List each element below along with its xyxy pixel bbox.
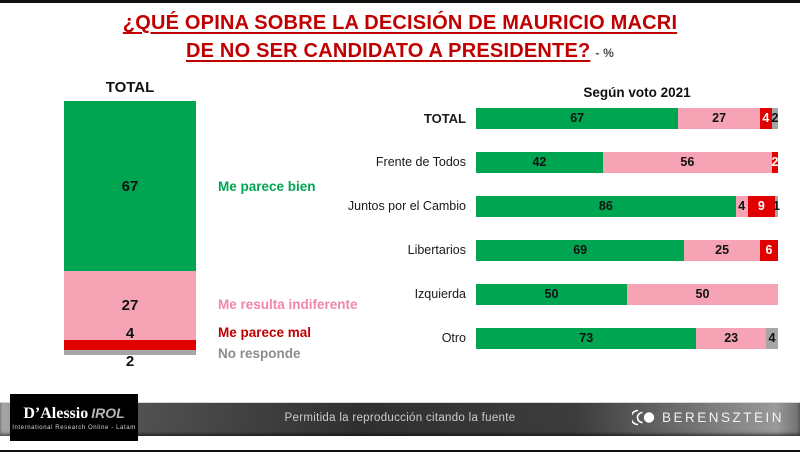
berensztein-logo-icon xyxy=(631,409,655,426)
bar-segment-green: 86 xyxy=(476,195,736,217)
bar-segment-value: 1 xyxy=(772,198,780,213)
bar-segment-red: 4 xyxy=(759,107,772,129)
dalessio-logo-text: D’Alessio xyxy=(23,404,89,422)
total-bar-segment-pink xyxy=(64,271,196,340)
bar-segment-pink: 50 xyxy=(627,283,778,305)
footer-source-note: Permitida la reproducción citando la fue… xyxy=(284,412,516,424)
bar-segment-pink: 56 xyxy=(602,151,772,173)
bar-row: Libertarios 69 25 6 xyxy=(170,239,790,261)
bar-segment-value: 67 xyxy=(570,110,585,125)
title-percent-suffix: - % xyxy=(595,46,615,61)
bar-segment-value: 4 xyxy=(738,198,746,213)
total-chart-title: TOTAL xyxy=(105,79,155,96)
bar-segment-value: 73 xyxy=(579,330,594,345)
bar-segment-red: 2 xyxy=(771,151,779,173)
dalessio-irol-logo: D’Alessio IROL International Research Onl… xyxy=(10,394,138,441)
bar-row-track: 69 25 6 xyxy=(476,239,778,261)
bar-segment-value: 69 xyxy=(573,242,588,257)
bar-segment-gray: 2 xyxy=(771,107,779,129)
bar-segment-green: 42 xyxy=(476,151,603,173)
legend-item-bien: Me parece bien xyxy=(218,179,316,194)
dalessio-logo-subtitle: International Research Online - Latam xyxy=(12,424,136,431)
bar-row-label: Libertarios xyxy=(407,243,466,257)
bar-segment-pink: 25 xyxy=(684,239,760,261)
bar-segment-value: 2 xyxy=(771,154,779,169)
bar-segment-green: 50 xyxy=(476,283,627,305)
bar-segment-value: 86 xyxy=(598,198,613,213)
segun-voto-title: Según voto 2021 xyxy=(583,85,691,100)
bar-segment-value: 50 xyxy=(544,286,559,301)
bar-segment-value: 4 xyxy=(768,330,776,345)
page-title: ¿QUÉ OPINA SOBRE LA DECISIÓN DE MAURICIO… xyxy=(0,9,800,66)
total-bar-value: 27 xyxy=(121,296,139,314)
bar-segment-green: 67 xyxy=(476,107,679,129)
bar-row-label: Otro xyxy=(441,331,466,345)
title-line1: ¿QUÉ OPINA SOBRE LA DECISIÓN DE MAURICIO… xyxy=(122,12,678,34)
bar-row-track: 86 4 9 1 xyxy=(476,195,780,217)
bar-segment-value: 42 xyxy=(532,154,547,169)
bar-segment-green: 69 xyxy=(476,239,685,261)
bar-segment-value: 2 xyxy=(771,110,779,125)
bar-row: Otro 73 23 4 xyxy=(170,327,790,349)
bar-row-label: Frente de Todos xyxy=(375,155,466,169)
segun-voto-rows: TOTAL 67 27 4 2 Frente de Todos 42 56 2 Juntos po… xyxy=(170,107,790,371)
bar-row-track: 67 27 4 2 xyxy=(476,107,779,129)
total-bar-segment-gray xyxy=(64,349,196,355)
total-bar-segment-green xyxy=(64,101,196,272)
legend-item-mal: Me parece mal xyxy=(218,325,312,340)
bar-segment-red: 9 xyxy=(747,195,775,217)
legend: Me parece bien Me resulta indiferente Me… xyxy=(218,101,418,363)
total-bar-value: 67 xyxy=(121,177,139,195)
bar-segment-value: 27 xyxy=(712,110,727,125)
bar-segment-value: 23 xyxy=(724,330,739,345)
total-bar-value: 4 xyxy=(125,324,135,342)
irol-logo-text: IROL xyxy=(91,404,125,421)
bar-segment-gray: 1 xyxy=(772,195,780,217)
bar-segment-pink: 23 xyxy=(696,327,766,349)
total-bar-segment-red xyxy=(64,339,196,350)
bar-row: Izquierda 50 50 xyxy=(170,283,790,305)
bar-row: Frente de Todos 42 56 2 xyxy=(170,151,790,173)
legend-item-no-responde: No responde xyxy=(218,346,301,361)
bar-row-track: 50 50 xyxy=(476,283,778,305)
bar-segment-value: 25 xyxy=(715,242,730,257)
legend-item-indiferente: Me resulta indiferente xyxy=(218,297,358,312)
bar-segment-value: 50 xyxy=(695,286,710,301)
berensztein-wordmark: BERENSZTEIN xyxy=(661,410,784,425)
title-line2: DE NO SER CANDIDATO A PRESIDENTE? xyxy=(185,40,591,63)
bar-row-track: 73 23 4 xyxy=(476,327,778,349)
bar-segment-value: 9 xyxy=(757,198,765,213)
bar-row-label: TOTAL xyxy=(423,110,466,126)
total-vertical-bar: 67 27 4 2 xyxy=(64,101,196,369)
bar-segment-value: 56 xyxy=(680,154,695,169)
bar-segment-pink: 4 xyxy=(735,195,748,217)
bar-row: Juntos por el Cambio 86 4 9 1 xyxy=(170,195,790,217)
bar-segment-pink: 27 xyxy=(678,107,760,129)
bar-segment-red: 6 xyxy=(759,239,778,261)
bar-segment-gray: 4 xyxy=(765,327,778,349)
bar-row-label: Izquierda xyxy=(414,287,466,301)
bar-row-track: 42 56 2 xyxy=(476,151,779,173)
bar-segment-value: 4 xyxy=(762,110,770,125)
bar-row-label: Juntos por el Cambio xyxy=(347,199,466,213)
berensztein-logo: BERENSZTEIN xyxy=(631,409,784,426)
bar-segment-green: 73 xyxy=(476,327,697,349)
bar-segment-value: 6 xyxy=(765,242,773,257)
bar-row: TOTAL 67 27 4 2 xyxy=(170,107,790,129)
total-bar-value: 2 xyxy=(125,353,135,370)
